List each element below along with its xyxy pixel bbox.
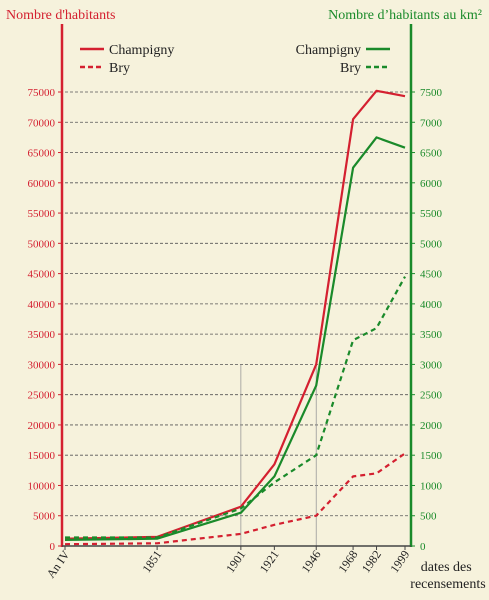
x-axis-title-line1: dates des (421, 560, 472, 575)
right-axis-title: Nombre d’habitants au km² (328, 8, 482, 23)
x-tick-label: 1851 (139, 548, 164, 576)
x-tick-label: 1921 (257, 548, 282, 576)
right-tick-label: 7000 (420, 117, 443, 129)
legend-left-bry-label: Bry (109, 61, 130, 76)
legend-right-champigny-label: Champigny (296, 43, 361, 58)
right-tick-label: 7500 (420, 87, 443, 99)
grid-lines (65, 91, 409, 517)
series-line-champigny-right (64, 136, 406, 541)
left-tick-label: 75000 (28, 87, 56, 99)
right-tick-label: 500 (420, 511, 437, 523)
x-tick-label: 1968 (335, 548, 360, 576)
right-tick-label: 5000 (420, 238, 443, 250)
x-axis-title-line2: recensements (410, 577, 485, 592)
left-tick-label: 30000 (28, 359, 56, 371)
left-tick-label: 10000 (28, 480, 56, 492)
left-axis-title: Nombre d'habitants (6, 8, 115, 23)
series-line-champigny-left (64, 89, 406, 540)
left-tick-label: 65000 (28, 148, 56, 160)
right-tick-label: 3500 (420, 329, 443, 341)
x-tick-label: 1946 (298, 548, 323, 576)
legend-left-champigny-label: Champigny (109, 43, 174, 58)
series-line-bry-right (65, 276, 406, 539)
left-tick-label: 25000 (28, 390, 56, 402)
left-tick-label: 20000 (28, 420, 56, 432)
right-tick-label: 2500 (420, 390, 443, 402)
x-tick-label: An IV (44, 547, 73, 580)
x-tick-label: 1999 (387, 548, 412, 576)
right-tick-label: 4000 (420, 299, 443, 311)
right-tick-label: 4500 (420, 269, 443, 281)
axes (58, 24, 415, 550)
right-tick-label: 6000 (420, 178, 443, 190)
right-tick-label: 0 (420, 541, 426, 553)
x-axis-title: dates des recensements (410, 560, 485, 592)
series-lines (64, 89, 406, 546)
legend-left: Champigny Bry (80, 43, 174, 76)
left-tick-label: 55000 (28, 208, 56, 220)
left-tick-label: 0 (50, 541, 56, 553)
left-tick-label: 45000 (28, 269, 56, 281)
legend-right-bry-label: Bry (340, 61, 361, 76)
left-tick-label: 15000 (28, 450, 56, 462)
left-tick-label: 5000 (33, 511, 56, 523)
left-tick-label: 70000 (28, 117, 56, 129)
left-tick-label: 50000 (28, 238, 56, 250)
right-tick-label: 2000 (420, 420, 443, 432)
right-tick-label: 3000 (420, 359, 443, 371)
right-tick-label: 1500 (420, 450, 443, 462)
left-tick-label: 60000 (28, 178, 56, 190)
legend-right: Champigny Bry (296, 43, 390, 76)
right-tick-label: 6500 (420, 148, 443, 160)
right-tick-label: 1000 (420, 480, 443, 492)
left-tick-label: 40000 (28, 299, 56, 311)
x-tick-label: 1982 (359, 548, 384, 576)
series-line-bry-left (64, 452, 406, 546)
right-tick-label: 5500 (420, 208, 443, 220)
left-tick-label: 35000 (28, 329, 56, 341)
x-tick-label: 1901 (223, 548, 248, 576)
